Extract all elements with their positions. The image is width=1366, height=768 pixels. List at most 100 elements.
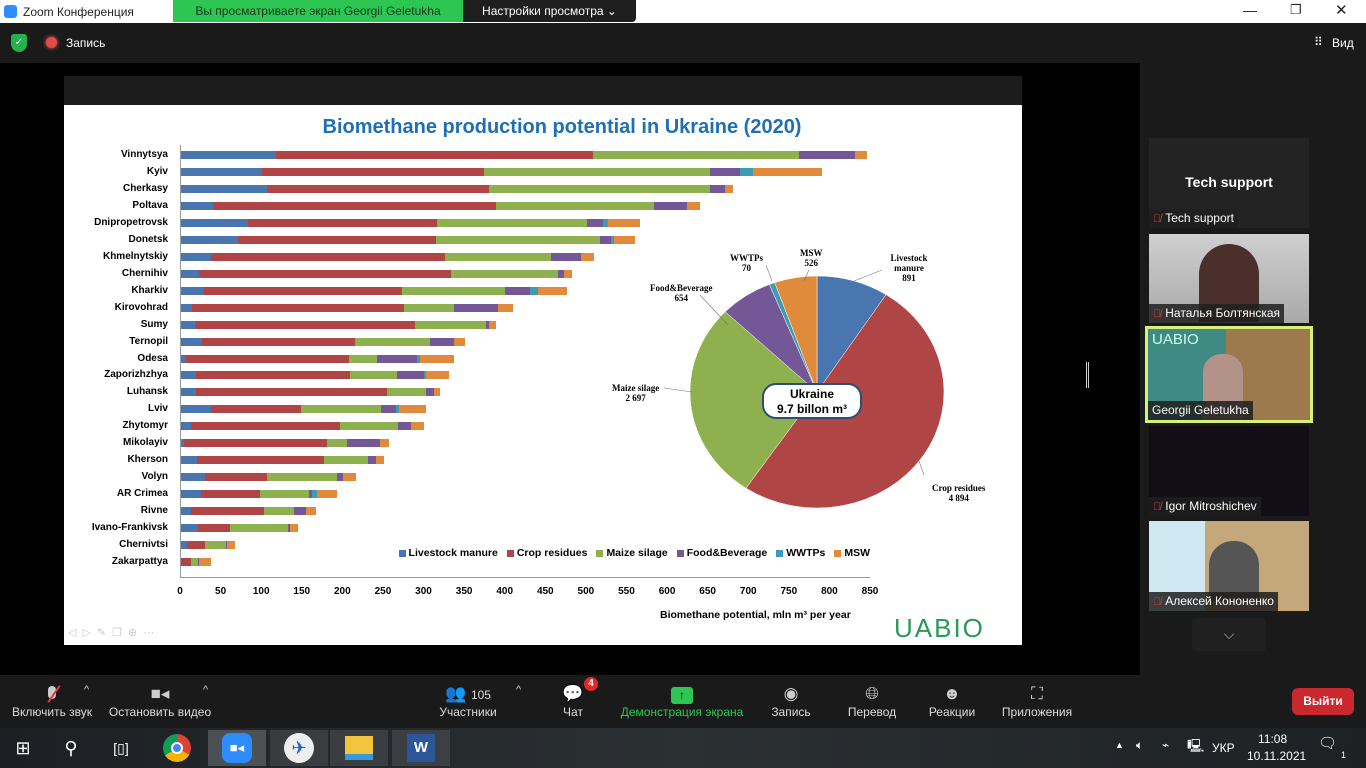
- bar-segment: [180, 320, 195, 329]
- clock-date[interactable]: 10.11.2021: [1247, 749, 1307, 763]
- participant-tile-georgii-active[interactable]: UABIO Georgii Geletukha: [1145, 326, 1313, 423]
- bar-segment: [226, 541, 228, 550]
- legend-item: Food&Beverage: [676, 547, 767, 559]
- clock-time[interactable]: 11:08: [1258, 732, 1288, 746]
- translate-button[interactable]: 🌐︎ Перевод: [844, 683, 900, 719]
- bar-segment: [529, 286, 538, 295]
- bar-segment: [300, 405, 382, 414]
- participant-tile-alexey[interactable]: 🎙̸ Алексей Кононенко: [1149, 521, 1309, 611]
- bar-segment: [205, 473, 267, 482]
- bar-segment: [227, 541, 236, 550]
- category-label: Vinnytsya: [120, 149, 168, 160]
- bar-segment: [266, 184, 490, 193]
- bar-segment: [537, 286, 568, 295]
- leave-meeting-button[interactable]: Выйти: [1292, 688, 1354, 715]
- apps-button[interactable]: ⛶ Приложения: [998, 683, 1076, 719]
- bar-segment: [266, 473, 337, 482]
- chat-button[interactable]: 💬 Чат: [556, 683, 590, 719]
- view-button[interactable]: Вид: [1332, 36, 1354, 50]
- audio-options-caret[interactable]: ^: [84, 684, 90, 696]
- bar-segment: [187, 541, 206, 550]
- reactions-button[interactable]: ☻ Реакции: [926, 683, 978, 719]
- pie-chart: [663, 264, 945, 509]
- volume-icon[interactable]: 🔈︎: [1136, 738, 1144, 752]
- tray-overflow-icon[interactable]: ▲: [1115, 740, 1124, 750]
- bar-segment: [323, 456, 368, 465]
- task-view-icon[interactable]: [▯]: [113, 739, 129, 756]
- bar-segment: [180, 405, 211, 414]
- pie-slice-label: Livestock manure 891: [890, 253, 928, 283]
- bar-segment: [180, 456, 198, 465]
- presentation-slide: Biomethane production potential in Ukrai…: [64, 105, 1022, 645]
- grid-view-icon[interactable]: ⠿: [1314, 35, 1323, 49]
- language-indicator[interactable]: УКР: [1212, 741, 1235, 755]
- network-icon[interactable]: 🖳: [1187, 738, 1205, 753]
- chevron-down-icon: ⌄: [606, 4, 617, 18]
- panel-resize-handle[interactable]: [1086, 362, 1089, 388]
- bar-segment: [180, 422, 192, 431]
- legend-swatch: [506, 549, 514, 557]
- bar-segment: [411, 422, 424, 431]
- bar-segment: [197, 456, 324, 465]
- bar-segment: [430, 337, 454, 346]
- scroll-participants-down-button[interactable]: ⌵: [1192, 618, 1266, 651]
- bar-segment: [180, 558, 191, 567]
- legend-swatch: [676, 549, 684, 557]
- bar-segment: [180, 439, 185, 448]
- zoom-taskbar-icon[interactable]: ■◂: [208, 730, 266, 766]
- pie-leader-line: [765, 264, 773, 282]
- bar-segment: [855, 151, 867, 159]
- record-icon: ◉: [783, 684, 799, 703]
- share-screen-button[interactable]: ↑ Демонстрация экрана: [620, 687, 744, 719]
- unmute-button[interactable]: Включить звук: [8, 683, 96, 719]
- view-options-button[interactable]: Настройки просмотра ⌄: [463, 0, 636, 22]
- legend-swatch: [776, 549, 784, 557]
- search-icon[interactable]: ⚲: [64, 737, 78, 758]
- category-label: Chernivtsi: [119, 539, 168, 551]
- bar-segment: [348, 354, 378, 363]
- bar-segment: [180, 252, 211, 261]
- shield-check-icon[interactable]: ✓: [11, 34, 27, 52]
- video-options-caret[interactable]: ^: [203, 684, 209, 696]
- slide-nav-controls[interactable]: ◁▷✎❐⊕⋯: [68, 627, 161, 639]
- participant-tile-igor[interactable]: 🎙̸ Igor Mitroshichev: [1149, 426, 1309, 516]
- start-button[interactable]: ⊞: [15, 737, 31, 758]
- record-button[interactable]: ◉ Запись: [768, 683, 814, 719]
- category-label: Rivne: [140, 505, 168, 517]
- bar-segment: [180, 524, 198, 533]
- word-icon[interactable]: W: [392, 730, 450, 766]
- power-icon[interactable]: ⌁: [1162, 738, 1170, 752]
- bar-segment: [197, 558, 199, 567]
- participants-button[interactable]: 👥 105 Участники: [439, 684, 497, 719]
- category-label: Zakarpattya: [111, 556, 168, 568]
- bar-segment: [599, 235, 612, 244]
- bar-segment: [387, 388, 426, 397]
- participant-tile-tech-support[interactable]: Tech support 🎙̸ Tech support: [1149, 138, 1309, 228]
- participant-tile-natalya[interactable]: 🎙̸ Наталья Болтянская: [1149, 234, 1309, 323]
- category-label: Khmelnytskiy: [102, 250, 168, 262]
- bar-segment: [399, 405, 426, 414]
- category-label: Poltava: [132, 199, 168, 211]
- bar-segment: [425, 371, 450, 380]
- maximize-button[interactable]: ❐: [1290, 2, 1302, 17]
- category-label: Odesa: [137, 352, 168, 364]
- bar-segment: [259, 490, 310, 499]
- minimize-button[interactable]: —: [1243, 2, 1257, 18]
- participants-options-caret[interactable]: ^: [516, 684, 522, 696]
- participants-count: 105: [470, 688, 491, 702]
- x-tick-label: 300: [415, 586, 432, 597]
- notifications-icon[interactable]: 🗨︎: [1318, 735, 1338, 752]
- bar-segment: [192, 303, 405, 312]
- bar-segment: [312, 490, 318, 499]
- file-explorer-icon[interactable]: [330, 730, 388, 766]
- chrome-icon[interactable]: [148, 730, 206, 766]
- recording-label[interactable]: Запись: [66, 36, 106, 50]
- close-button[interactable]: ✕: [1335, 2, 1348, 19]
- legend-item: MSW: [834, 547, 870, 559]
- bar-segment: [558, 269, 564, 278]
- bar-segment: [420, 354, 454, 363]
- stop-video-button[interactable]: ■◂ Остановить видео: [106, 683, 214, 719]
- legend-item: Livestock manure: [398, 547, 498, 559]
- pie-slice-label: Crop residues 4 894: [932, 483, 986, 503]
- app-taskbar-icon[interactable]: ✈: [270, 730, 328, 766]
